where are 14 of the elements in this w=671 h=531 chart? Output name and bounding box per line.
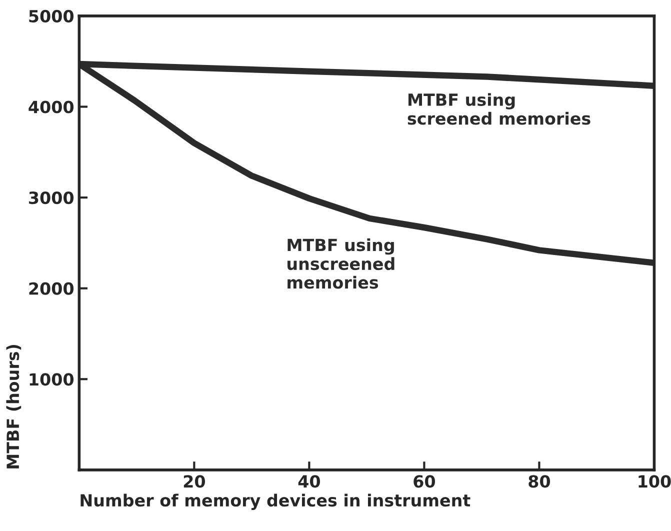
annotation: MTBF using screened memories (408, 93, 590, 125)
x-tick-label: 100 (638, 475, 671, 488)
annotation: MTBF using unscreened memories (287, 238, 394, 289)
x-tick-label: 60 (414, 475, 436, 488)
y-tick-label: 3000 (29, 191, 74, 204)
x-tick-label: 40 (298, 475, 320, 488)
x-axis-title: Number of memory devices in instrument (80, 494, 470, 510)
y-axis-title: MTBF (hours) (6, 344, 22, 468)
x-tick-label: 20 (184, 475, 205, 488)
y-tick-label: 2000 (29, 282, 74, 295)
y-tick-label: 1000 (30, 373, 74, 386)
y-tick-label: 5000 (29, 10, 74, 22)
x-tick-label: 80 (528, 475, 550, 488)
y-tick-label: 4000 (28, 100, 74, 114)
